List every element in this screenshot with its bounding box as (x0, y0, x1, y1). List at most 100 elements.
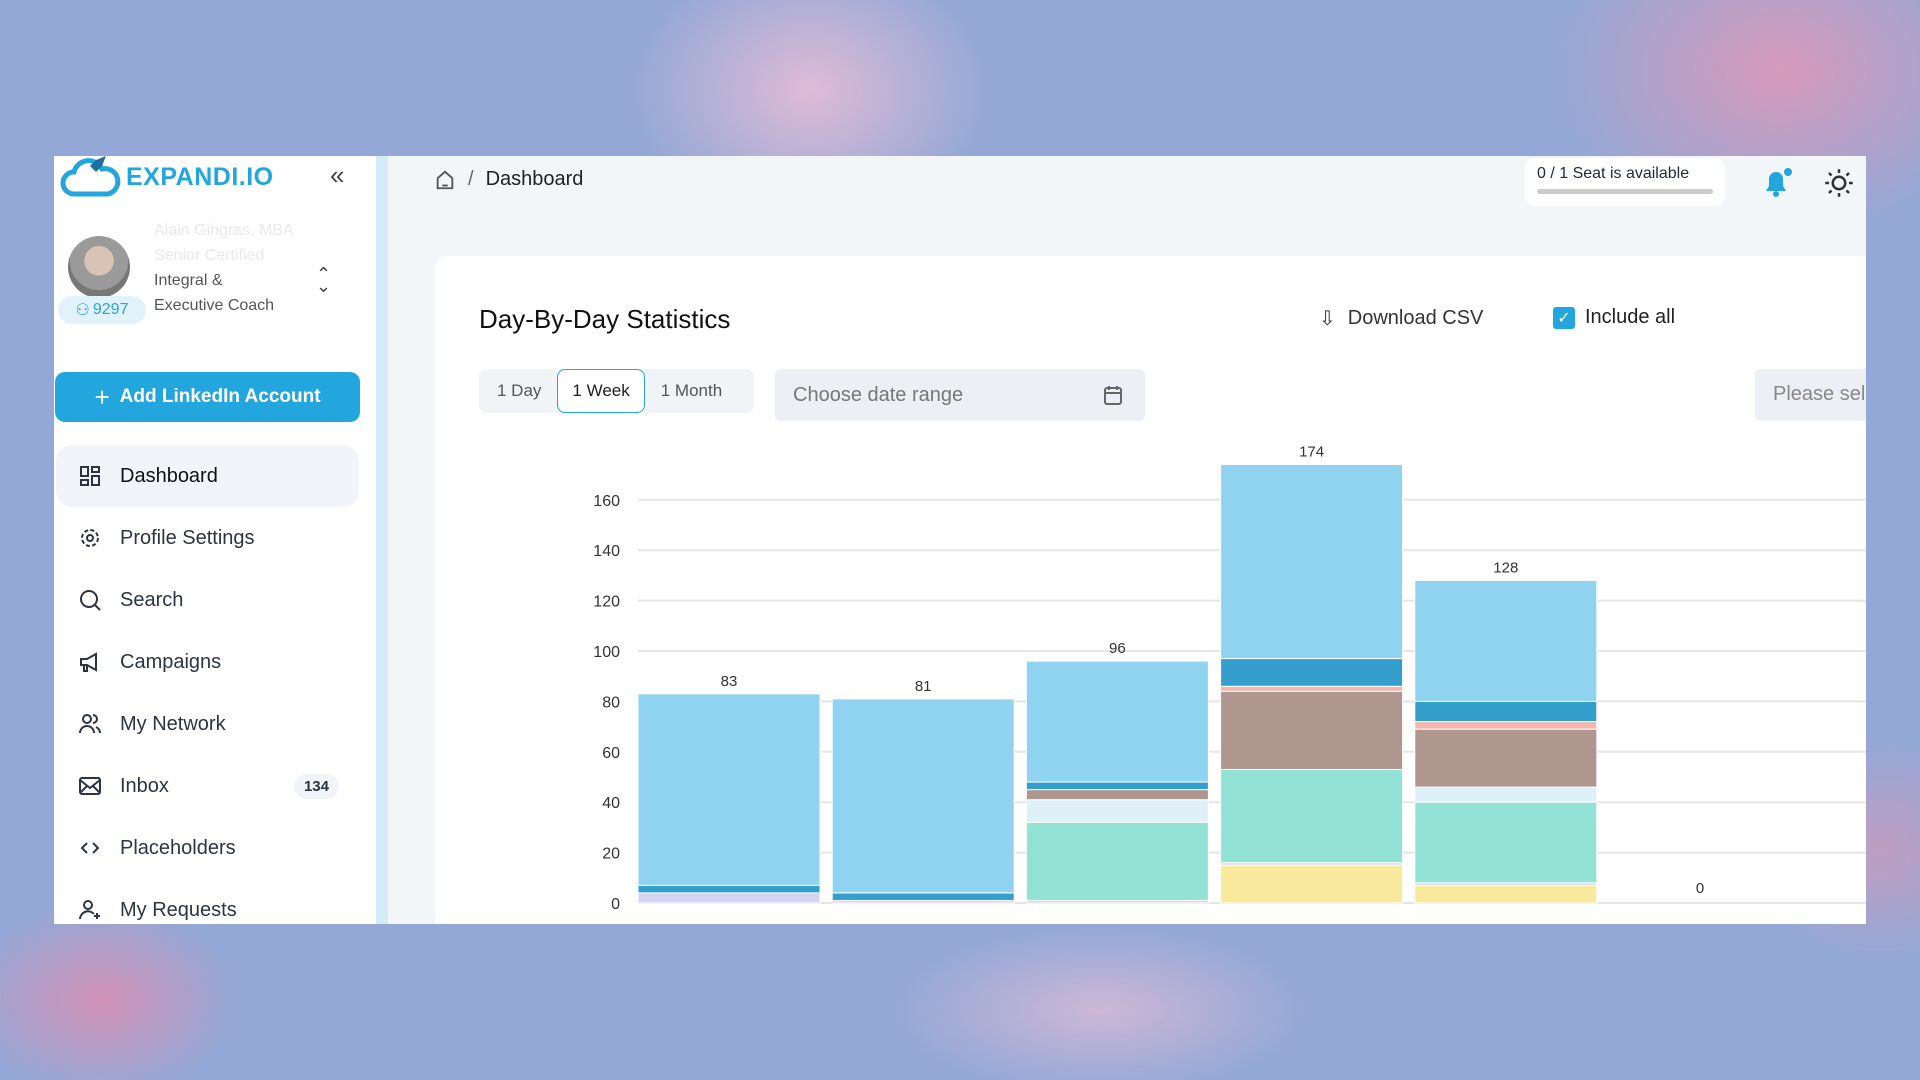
sidebar-item-label: Campaigns (120, 650, 222, 673)
account-switch-icon[interactable]: ⌃ ⌄ (316, 264, 332, 296)
calendar-icon[interactable] (1101, 383, 1125, 407)
sidebar-item-label: Profile Settings (120, 526, 255, 549)
breadcrumb: / Dashboard (434, 168, 583, 191)
bar-segment-dark-blue (831, 892, 1015, 901)
bar-segment-teal (1025, 821, 1209, 901)
grid-icon (80, 466, 100, 486)
logo[interactable]: EXPANDI.IO (60, 156, 274, 198)
y-tick-label: 100 (593, 644, 620, 661)
gear-icon (81, 529, 99, 547)
checkbox-checked-icon: ✓ (1553, 306, 1575, 329)
card-title: Day-By-Day Statistics (479, 304, 731, 334)
bar-segment-yellow (1220, 864, 1404, 904)
add-linkedin-account-button[interactable]: + Add LinkedIn Account (55, 372, 360, 422)
sidebar-item-label: Placeholders (120, 836, 236, 859)
sidebar-item-dashboard[interactable]: Dashboard (56, 445, 359, 507)
sidebar-item-search[interactable]: Search (56, 569, 359, 631)
download-csv-button[interactable]: ⇩ Download CSV (1319, 306, 1483, 331)
sidebar-item-label: Inbox (120, 774, 169, 797)
sidebar-item-label: My Requests (120, 898, 237, 921)
y-tick-label: 140 (593, 543, 620, 560)
inbox-count-badge: 134 (293, 773, 339, 799)
bar-segment-light-blue (637, 693, 821, 886)
bar-segment-light-blue (831, 698, 1015, 894)
bar-segment-dark-blue (1025, 781, 1209, 791)
select-placeholder: Please select (1773, 383, 1866, 405)
seat-availability: 0 / 1 Seat is available (1525, 158, 1725, 206)
tab-1-week[interactable]: 1 Week (557, 369, 645, 413)
y-tick-label: 120 (593, 594, 620, 611)
y-tick-label: 60 (602, 745, 620, 762)
bar-total-label: 0 (1696, 880, 1704, 897)
sidebar-item-my-network[interactable]: My Network (56, 693, 359, 755)
sidebar-item-label: Dashboard (120, 464, 218, 487)
y-tick-label: 80 (602, 694, 620, 711)
include-all-checkbox[interactable]: ✓ Include all (1553, 306, 1675, 329)
stats-card: Day-By-Day Statistics ⇩ Download CSV ✓ Inc… (435, 256, 1866, 924)
bar-segment-dark-blue (1220, 658, 1404, 687)
user-title: Integral & Executive Coach (154, 272, 275, 314)
avatar[interactable] (68, 236, 130, 298)
followers-count: 9297 (92, 301, 129, 318)
tab-1-day[interactable]: 1 Day (497, 381, 542, 400)
sidebar-item-label: My Network (120, 712, 226, 735)
bar-segment-yellow (1414, 884, 1598, 904)
y-tick-label: 40 (602, 795, 620, 812)
code-icon (80, 842, 100, 854)
sidebar-item-profile-settings[interactable]: Profile Settings (56, 507, 359, 569)
bar-total-label: 128 (1493, 559, 1518, 576)
user-check-icon: ⚇ (75, 302, 90, 319)
add-account-label: Add LinkedIn Account (119, 386, 321, 407)
seat-text: 0 / 1 Seat is available (1537, 165, 1690, 182)
seat-progress-bar (1537, 189, 1713, 194)
bar-total-label: 96 (1109, 640, 1126, 657)
breadcrumb-current: Dashboard (485, 168, 584, 190)
sidebar-item-campaigns[interactable]: Campaigns (56, 631, 359, 693)
collapse-sidebar-icon[interactable]: « (330, 160, 345, 190)
bar-segment-dark-blue (1414, 700, 1598, 723)
bell-icon[interactable] (1760, 166, 1794, 200)
sidebar-item-label: Search (120, 588, 184, 611)
home-icon[interactable] (434, 169, 456, 191)
user-name: Alain Gingras, MBA Senior Certified Integr… (154, 218, 294, 318)
user-plus-icon (79, 900, 100, 920)
bar-segment-pink (1220, 685, 1404, 692)
breadcrumb-separator: / (468, 168, 474, 190)
bar-segment-brown (1414, 728, 1598, 788)
bar-segment-brown (1220, 690, 1404, 770)
bar-segment-teal (1414, 801, 1598, 884)
bar-total-label: 83 (721, 673, 738, 690)
period-tabs: 1 Day 1 Week 1 Month (479, 369, 754, 413)
bar-segment-pale-blue (1414, 786, 1598, 803)
mail-icon (79, 777, 101, 795)
plus-icon: + (94, 381, 110, 412)
campaign-select[interactable]: Please select (1755, 369, 1866, 421)
tab-1-month[interactable]: 1 Month (660, 381, 723, 400)
users-icon (79, 714, 101, 734)
bar-segment-pink (1414, 721, 1598, 730)
sidebar: EXPANDI.IO « ⚇ 9297 Alain Gingras, MBA Sen… (54, 156, 376, 924)
sidebar-divider (376, 156, 388, 924)
y-tick-label: 0 (611, 896, 620, 913)
logo-text: EXPANDI.IO (126, 162, 274, 191)
cloud-rocket-icon (60, 156, 121, 197)
cloud-download-icon: ⇩ (1319, 308, 1336, 330)
app-window: EXPANDI.IO « ⚇ 9297 Alain Gingras, MBA Sen… (54, 156, 1866, 924)
search-icon (80, 590, 101, 611)
sidebar-item-placeholders[interactable]: Placeholders (56, 817, 359, 879)
sidebar-menu: Dashboard Profile Settings Search Campai… (56, 445, 359, 924)
stacked-bar-chart: 0 20 40 60 80 100 120 140 160 83 81 96 174 128 0 (593, 444, 1866, 913)
date-range-placeholder: Choose date range (793, 383, 964, 406)
bar-segment-lavender (637, 892, 821, 904)
date-range-input[interactable]: Choose date range (775, 369, 1145, 421)
sidebar-item-inbox[interactable]: Inbox 134 (56, 755, 359, 817)
download-csv-label: Download CSV (1347, 307, 1484, 329)
sidebar-item-my-requests[interactable]: My Requests (56, 879, 359, 924)
include-all-label: Include all (1585, 306, 1676, 328)
bar-total-label: 174 (1299, 444, 1324, 461)
y-tick-label: 20 (602, 846, 620, 863)
bar-segment-dark-blue (637, 884, 821, 894)
megaphone-icon (80, 652, 97, 672)
user-name-text: Alain Gingras, MBA (154, 222, 294, 239)
theme-sun-icon[interactable] (1824, 168, 1854, 198)
